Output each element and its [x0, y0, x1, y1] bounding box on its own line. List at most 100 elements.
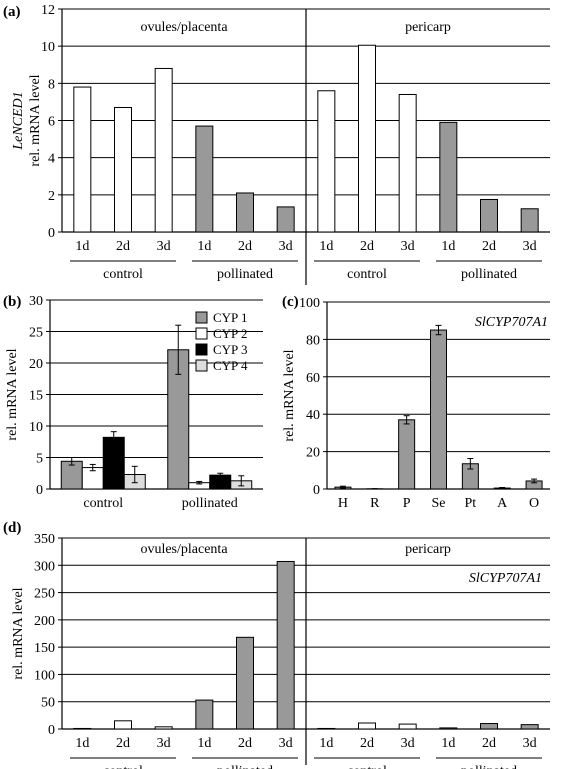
- panel-c-bar: [430, 329, 447, 490]
- panel-a-ylabel-group: LeNCED1 rel. mRNA level: [11, 74, 43, 166]
- panel-a-bar: [480, 198, 498, 233]
- panel-c-x-tick-label: Pt: [465, 496, 477, 511]
- panel-a-x-tick-label: 3d: [523, 239, 537, 254]
- panel-d-group-label: control: [103, 764, 143, 769]
- panel-a-group-label: control: [347, 267, 387, 282]
- panel-d-bar: [276, 560, 295, 730]
- panel-c-ytick-label: 0: [313, 483, 320, 498]
- panel-b-x-tick-label: control: [83, 496, 123, 511]
- panel-d-ytick-label: 50: [41, 696, 55, 711]
- panel-b-ytick-label: 25: [29, 326, 43, 341]
- panel-b-legend-label: CYP 4: [213, 358, 248, 373]
- panel-a-ytick-label: 10: [41, 40, 55, 55]
- panel-a-group-label: control: [103, 267, 143, 282]
- panel-b-y-axis-label: rel. mRNA level: [5, 348, 20, 440]
- panel-b-ytick-label: 5: [36, 452, 43, 467]
- panel-b-legend-label: CYP 2: [213, 326, 248, 341]
- panel-d-x-tick-label: 2d: [360, 736, 374, 751]
- panel-b-bar: [102, 436, 125, 490]
- panel-d-y-axis-label: rel. mRNA level: [11, 587, 26, 679]
- panel-d-x-tick-label: 1d: [197, 736, 211, 751]
- panel-d-ytick-label: 150: [34, 641, 55, 656]
- panel-c-x-tick-label: P: [403, 496, 411, 511]
- panel-a-bar: [236, 192, 254, 233]
- panel-a-x-tick-label: 1d: [197, 239, 211, 254]
- panel-a-x-tick-label: 2d: [116, 239, 130, 254]
- panel-a-bar: [439, 121, 458, 233]
- panel-d-x-tick-label: 3d: [401, 736, 415, 751]
- panel-d-x-tick-label: 1d: [319, 736, 333, 751]
- panel-c-gene-annotation: SlCYP707A1: [475, 315, 548, 330]
- panel-b-legend-swatch: [195, 359, 208, 372]
- panel-a-ytick-label: 4: [48, 152, 55, 167]
- panel-d-bar: [73, 727, 92, 730]
- panel-c-x-tick-label: O: [529, 496, 539, 511]
- panel-a-group-label: pollinated: [217, 267, 273, 282]
- panel-a-x-tick-label: 1d: [441, 239, 455, 254]
- panel-a-x-tick-label: 2d: [360, 239, 374, 254]
- panel-a-ytick-label: 12: [41, 3, 55, 18]
- panel-c-x-tick-label: H: [338, 496, 348, 511]
- panel-d-ytick-label: 250: [34, 587, 55, 602]
- panel-d-label: (d): [3, 520, 21, 536]
- panel-d-x-tick-label: 2d: [116, 736, 130, 751]
- panel-d-section-title: pericarp: [405, 542, 451, 557]
- panel-d-bar: [520, 724, 539, 730]
- panel-d-bar: [317, 727, 336, 730]
- panel-d-bar: [358, 722, 376, 730]
- panel-c-x-tick-label: A: [497, 496, 508, 511]
- panel-a-bar: [520, 208, 539, 233]
- panel-a-bar: [195, 125, 214, 233]
- panel-b-ytick-label: 15: [29, 389, 43, 404]
- panel-b-ytick-label: 30: [29, 294, 43, 309]
- panel-d-bar: [439, 727, 458, 730]
- panel-a-ytick-label: 6: [48, 115, 55, 130]
- panel-a-label: (a): [3, 4, 21, 20]
- panel-a-x-tick-label: 1d: [319, 239, 333, 254]
- panel-d-x-tick-label: 3d: [523, 736, 537, 751]
- panel-a-x-tick-label: 3d: [157, 239, 171, 254]
- panel-d-bar: [398, 723, 417, 730]
- panel-a-ytick-label: 8: [48, 77, 55, 92]
- panel-a-bar: [398, 93, 417, 233]
- panel-c-ytick-label: 60: [306, 371, 320, 386]
- panel-a-bar: [114, 106, 132, 233]
- panel-b-legend-swatch: [195, 327, 208, 340]
- panel-d-ytick-label: 100: [34, 668, 55, 683]
- panel-d-bar: [114, 720, 132, 730]
- panel-c-x-tick-label: R: [370, 496, 380, 511]
- panel-c-ytick-label: 40: [306, 408, 320, 423]
- panel-c-label: (c): [282, 294, 299, 310]
- panel-d-gene-annotation: SlCYP707A1: [469, 571, 542, 586]
- panel-a-x-tick-label: 3d: [401, 239, 415, 254]
- panel-b-x-tick-label: pollinated: [182, 496, 238, 511]
- panel-d-bar: [195, 699, 214, 730]
- panel-a-ylabel-gene: LeNCED1: [11, 91, 26, 150]
- panel-b-ytick-label: 10: [29, 420, 43, 435]
- panel-d-section-title: ovules/placenta: [140, 542, 228, 557]
- panel-b-legend-label: CYP 1: [213, 310, 248, 325]
- panel-a-bar: [358, 44, 376, 233]
- panel-a-section-title: pericarp: [405, 20, 451, 35]
- panel-d-ytick-label: 300: [34, 559, 55, 574]
- panel-c-x-tick-label: Se: [432, 496, 446, 511]
- panel-a-section-title: ovules/placenta: [140, 20, 228, 35]
- panel-d-bar: [480, 723, 498, 730]
- panel-a-ytick-label: 0: [48, 226, 55, 241]
- panel-b-label: (b): [3, 294, 21, 310]
- panel-b-ytick-label: 0: [36, 483, 43, 498]
- panel-a-ytick-label: 2: [48, 189, 55, 204]
- panel-a-bar: [154, 67, 173, 233]
- panel-c-ytick-label: 80: [306, 333, 320, 348]
- panel-c-ytick-label: 100: [299, 296, 320, 311]
- panel-d-x-tick-label: 3d: [157, 736, 171, 751]
- panel-d-ytick-label: 200: [34, 614, 55, 629]
- panel-d-x-tick-label: 2d: [238, 736, 252, 751]
- panel-b-legend-label: CYP 3: [213, 342, 248, 357]
- panel-a-bar: [276, 206, 295, 233]
- panel-a-bar: [317, 90, 336, 233]
- panel-a-y-axis-label: LeNCED1 rel. mRNA level: [11, 74, 43, 166]
- panel-d-group-label: pollinated: [217, 764, 273, 769]
- panel-b-ytick-label: 20: [29, 357, 43, 372]
